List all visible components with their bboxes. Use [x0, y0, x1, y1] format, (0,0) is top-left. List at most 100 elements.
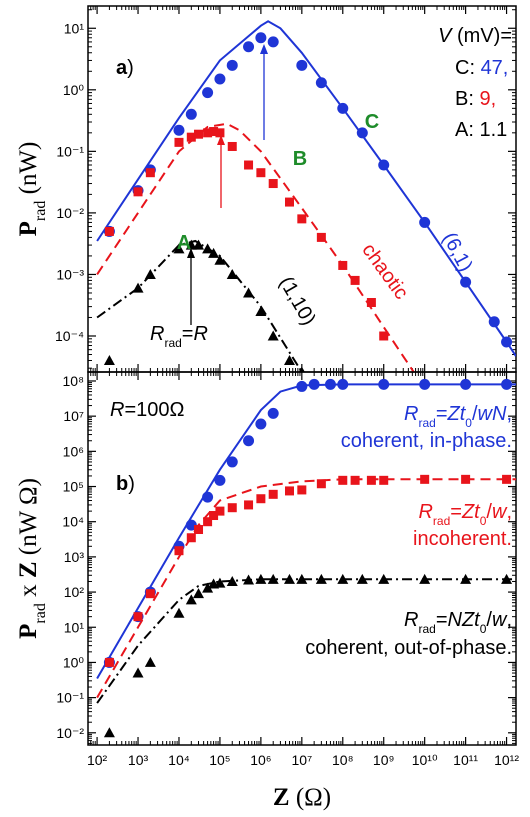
annotation: A: [177, 232, 191, 254]
point: [132, 282, 144, 293]
point: [308, 378, 320, 390]
point: [460, 276, 472, 288]
y-axis-label: Prad (nW): [15, 142, 49, 237]
x-tick-label: 10²: [87, 752, 108, 768]
point: [337, 102, 349, 114]
text-segment: C: [365, 111, 379, 133]
point: [268, 179, 278, 189]
point: [315, 573, 327, 584]
point: [256, 494, 266, 504]
text-segment: a: [116, 57, 128, 79]
annotation: V (mV)=: [438, 25, 512, 47]
annotation: b): [116, 473, 135, 495]
arrow-head: [187, 248, 195, 258]
point: [296, 59, 308, 71]
text-segment: A: [177, 232, 191, 254]
point: [173, 124, 185, 136]
point: [226, 575, 238, 586]
point: [350, 475, 360, 485]
text-segment: coherent, in-phase.: [341, 430, 512, 452]
text-segment: ): [127, 57, 134, 79]
point: [227, 503, 237, 513]
point: [243, 435, 255, 447]
text-segment: C:: [455, 57, 481, 79]
point: [202, 243, 214, 254]
text-segment: R: [404, 609, 418, 631]
point: [144, 268, 156, 279]
point: [420, 474, 430, 484]
text-segment: Zt: [461, 501, 481, 523]
point: [104, 657, 114, 667]
y-tick-label: 10⁰: [63, 82, 85, 98]
point: [226, 456, 238, 468]
annotation: Rrad=Zt0/wN,: [404, 403, 512, 430]
x-tick-label: 10⁴: [168, 752, 190, 768]
point: [193, 239, 205, 250]
y-tick-label: 10⁻¹: [56, 143, 84, 159]
y-tick-label: 10²: [64, 584, 85, 600]
point: [379, 475, 389, 485]
point: [296, 573, 308, 584]
point: [194, 129, 204, 139]
y-tick-label: 10¹: [64, 20, 85, 36]
point: [202, 87, 214, 99]
annotation: B: [293, 148, 307, 170]
y-tick-label: 10⁻¹: [56, 690, 84, 706]
y-tick-label: 10⁰: [63, 654, 85, 670]
point: [298, 366, 305, 372]
point: [226, 268, 238, 279]
text-segment: B:: [455, 88, 479, 110]
point: [214, 577, 226, 588]
point: [315, 77, 327, 89]
annotation: Rrad=NZt0/w,: [404, 609, 512, 636]
point: [460, 378, 472, 390]
text-segment: 0: [465, 416, 472, 430]
point: [203, 128, 213, 138]
text-segment: /: [486, 501, 492, 523]
point: [337, 573, 349, 584]
text-segment: =100Ω: [124, 399, 184, 421]
point: [297, 485, 307, 495]
text-segment: R: [110, 399, 124, 421]
point: [502, 474, 512, 484]
x-axis-label: Z (Ω): [273, 784, 331, 811]
annotation: C: [365, 111, 379, 133]
point: [193, 588, 205, 599]
text-segment: (Ω): [290, 784, 331, 811]
point: [227, 141, 237, 151]
point: [283, 354, 295, 365]
text-segment: R: [193, 323, 207, 345]
arrow-head: [260, 44, 268, 54]
text-segment: ,: [506, 403, 512, 425]
y-tick-label: 10⁸: [63, 373, 85, 389]
point: [209, 127, 219, 137]
x-tick-label: 10¹¹: [453, 752, 478, 768]
y-tick-label: 10⁶: [63, 443, 84, 459]
point: [255, 306, 267, 317]
point: [379, 331, 389, 341]
point: [173, 243, 185, 254]
x-tick-label: 10⁹: [373, 752, 395, 768]
text-segment: P: [15, 221, 42, 236]
point: [255, 418, 267, 430]
curve: [96, 578, 516, 704]
point: [501, 573, 513, 584]
x-tick-label: 10⁸: [332, 752, 354, 768]
y-tick-label: 10³: [64, 549, 85, 565]
point: [419, 216, 431, 228]
text-segment: (mV)=: [451, 25, 512, 47]
x-tick-label: 10⁷: [292, 752, 313, 768]
y-tick-label: 10⁷: [63, 408, 84, 424]
point: [145, 589, 155, 599]
y-tick-label: 10⁵: [63, 479, 84, 495]
annotation: B: 9,: [455, 88, 496, 110]
annotation: coherent, out-of-phase.: [305, 637, 512, 659]
point: [185, 594, 197, 605]
text-segment: A: 1.1: [455, 119, 507, 141]
point: [215, 128, 225, 138]
point: [267, 573, 279, 584]
text-segment: =: [436, 609, 448, 631]
point: [103, 354, 115, 365]
text-segment: Zt: [447, 403, 467, 425]
point: [243, 287, 255, 298]
